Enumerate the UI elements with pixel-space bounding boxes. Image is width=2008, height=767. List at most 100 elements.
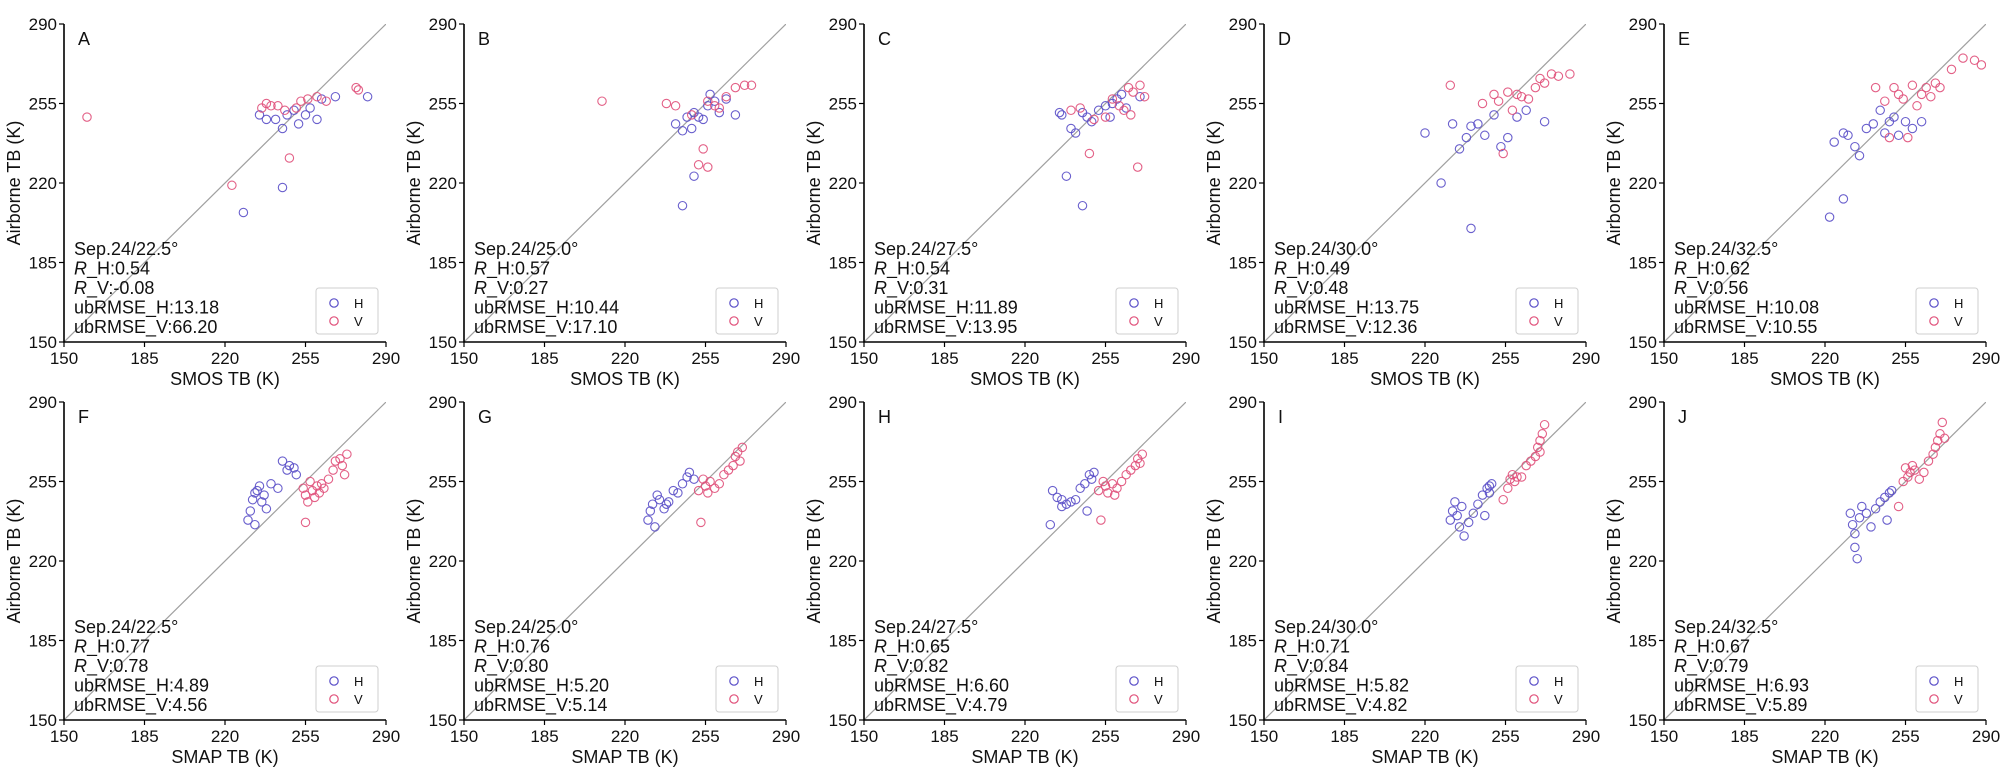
x-axis-title: SMOS TB (K) (170, 369, 280, 389)
y-tick-label: 150 (1229, 333, 1257, 352)
y-tick-label: 150 (429, 333, 457, 352)
data-point-h (1066, 123, 1076, 134)
data-point-h (652, 490, 662, 500)
data-point-h (1082, 506, 1092, 516)
data-point-v (1526, 456, 1536, 466)
panel-letter: E (1678, 29, 1690, 49)
stat-line-2: R_V:-0.08 (74, 278, 154, 299)
data-point-h (1882, 515, 1892, 525)
y-tick-label: 150 (829, 711, 857, 730)
y-tick-label: 255 (1629, 95, 1657, 114)
data-point-h (1870, 504, 1881, 514)
data-point-v (266, 101, 276, 111)
x-tick-label: 290 (1172, 349, 1200, 368)
data-point-v (1870, 82, 1881, 93)
legend: HV (715, 665, 779, 713)
data-point-v (303, 94, 313, 104)
data-point-v (1546, 69, 1557, 79)
data-point-v (728, 460, 738, 471)
stat-line-4: ubRMSE_V:12.36 (1274, 317, 1417, 338)
series-h (670, 89, 741, 211)
y-tick-label: 185 (1629, 632, 1657, 651)
series-v (82, 82, 364, 191)
one-to-one-line (864, 402, 1186, 720)
legend-box (715, 287, 779, 335)
stat-line-0: Sep.24/25.0° (474, 239, 578, 259)
x-tick-label: 220 (1411, 349, 1439, 368)
data-point-h (1857, 501, 1867, 512)
data-point-v (1907, 80, 1918, 91)
legend: HV (1515, 665, 1579, 713)
stat-line-3: ubRMSE_H:13.75 (1274, 298, 1419, 319)
data-point-h (1461, 132, 1472, 143)
data-point-v (291, 103, 302, 113)
panel-letter: I (1278, 407, 1283, 427)
y-tick-label: 290 (829, 393, 857, 412)
data-point-v (1503, 87, 1513, 97)
data-point-h (645, 506, 656, 516)
data-point-h (1866, 522, 1876, 532)
data-point-h (1450, 497, 1460, 507)
data-point-v (316, 479, 327, 489)
one-to-one-line (1664, 402, 1986, 720)
stat-line-3: ubRMSE_H:10.44 (474, 298, 619, 319)
legend-marker-v (1529, 316, 1539, 326)
data-point-h (661, 499, 672, 509)
x-tick-label: 185 (1730, 349, 1758, 368)
y-tick-label: 185 (829, 632, 857, 651)
data-point-v (82, 112, 92, 122)
data-point-v (1903, 472, 1913, 482)
data-point-v (337, 460, 348, 471)
data-point-h (243, 515, 253, 525)
data-point-h (1052, 492, 1062, 503)
panel-letter: H (878, 407, 891, 427)
data-point-h (1135, 91, 1145, 102)
data-point-h (289, 463, 299, 473)
stat-line-3: ubRMSE_H:13.18 (74, 298, 219, 319)
data-point-h (1847, 519, 1858, 530)
data-point-h (668, 485, 679, 496)
data-point-h (1521, 105, 1531, 116)
data-point-v (1889, 82, 1899, 93)
data-point-h (1473, 119, 1483, 129)
data-point-v (1919, 467, 1929, 478)
data-point-h (1452, 510, 1462, 521)
legend-label-v: V (754, 314, 763, 329)
data-point-h (1854, 513, 1865, 523)
data-point-v (1909, 465, 1920, 475)
legend-label-h: H (1554, 674, 1563, 689)
y-axis-title: Airborne TB (K) (1604, 499, 1624, 624)
y-tick-label: 220 (1229, 174, 1257, 193)
stats-block: Sep.24/22.5°R_H:0.77R_V:0.78ubRMSE_H:4.8… (74, 617, 209, 716)
y-tick-label: 185 (1629, 254, 1657, 273)
y-tick-label: 220 (829, 174, 857, 193)
stat-line-1: R_H:0.77 (74, 637, 150, 658)
y-axis-title: Airborne TB (K) (804, 499, 824, 624)
x-tick-label: 255 (691, 727, 719, 746)
stat-line-1: R_H:0.54 (874, 259, 950, 280)
series-h (1054, 89, 1145, 211)
x-tick-label: 255 (1491, 349, 1519, 368)
data-point-h (1070, 494, 1081, 505)
stat-line-2: R_V:0.56 (1674, 278, 1748, 299)
data-point-h (1843, 130, 1853, 141)
y-tick-label: 185 (829, 254, 857, 273)
x-tick-label: 185 (130, 727, 158, 746)
data-point-v (719, 469, 729, 480)
legend-marker-h (329, 298, 339, 308)
x-tick-label: 185 (930, 727, 958, 746)
x-axis-title: SMOS TB (K) (1770, 369, 1880, 389)
y-tick-label: 150 (29, 333, 57, 352)
stat-line-4: ubRMSE_V:13.95 (874, 317, 1017, 338)
data-point-v (1532, 442, 1543, 453)
data-point-h (650, 522, 660, 532)
data-point-v (723, 465, 734, 475)
data-point-v (300, 517, 311, 528)
x-tick-label: 150 (50, 349, 78, 368)
series-h (643, 467, 699, 532)
legend-label-v: V (1154, 314, 1163, 329)
